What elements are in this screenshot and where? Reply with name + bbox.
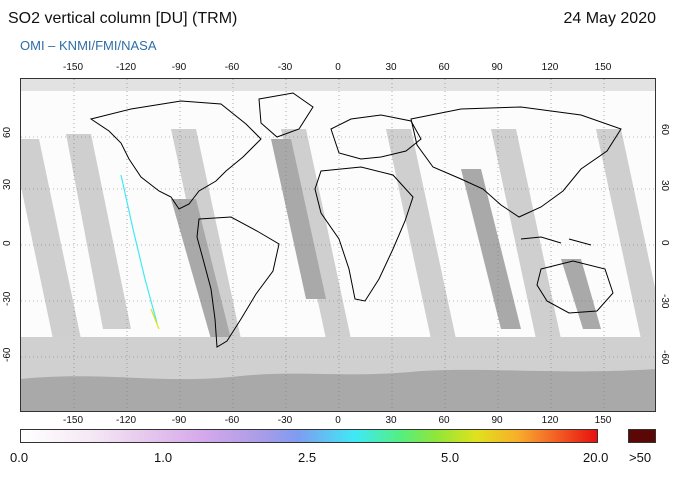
lon-tick-bottom: -120 bbox=[115, 415, 137, 426]
lon-tick-top: 30 bbox=[385, 62, 397, 73]
lon-tick-top: -60 bbox=[224, 62, 240, 73]
lon-tick-bottom: 0 bbox=[335, 415, 341, 426]
data-credit: OMI – KNMI/FMI/NASA bbox=[20, 38, 157, 53]
lat-tick-right: 0 bbox=[659, 240, 670, 246]
lon-tick-bottom: 60 bbox=[438, 415, 450, 426]
lon-tick-bottom: 150 bbox=[594, 415, 612, 426]
lon-tick-top: 0 bbox=[335, 62, 341, 73]
lon-tick-top: 120 bbox=[541, 62, 559, 73]
lon-tick-top: 90 bbox=[491, 62, 503, 73]
colorbar-label: 20.0 bbox=[583, 450, 609, 465]
lat-tick-right: -60 bbox=[659, 350, 670, 365]
lon-tick-top: -120 bbox=[115, 62, 137, 73]
lon-tick-bottom: -90 bbox=[171, 415, 187, 426]
lon-tick-bottom: -60 bbox=[224, 415, 240, 426]
colorbar-label: 5.0 bbox=[441, 450, 460, 465]
lon-tick-bottom: 30 bbox=[385, 415, 397, 426]
so2-orbit-edge bbox=[120, 174, 158, 324]
lat-tick-left: -60 bbox=[2, 347, 13, 362]
satellite-swaths bbox=[21, 129, 655, 339]
lon-tick-top: -150 bbox=[62, 62, 84, 73]
map-title: SO2 vertical column [DU] (TRM) bbox=[8, 10, 238, 27]
lat-tick-right: -30 bbox=[659, 294, 670, 309]
colorbar-label: 0.0 bbox=[10, 450, 29, 465]
world-map bbox=[20, 78, 656, 412]
lon-tick-top: 150 bbox=[594, 62, 612, 73]
lat-tick-right: 60 bbox=[659, 124, 670, 136]
coastlines bbox=[89, 92, 622, 348]
color-scale-bar bbox=[20, 429, 598, 443]
lon-tick-top: -30 bbox=[277, 62, 293, 73]
map-date: 24 May 2020 bbox=[563, 10, 656, 27]
colorbar-overflow-label: >50 bbox=[629, 450, 652, 465]
world-map-svg bbox=[21, 79, 655, 411]
overflow-color-swatch bbox=[628, 429, 656, 443]
lat-tick-left: 60 bbox=[2, 126, 13, 138]
antarctica bbox=[21, 369, 655, 411]
lon-tick-bottom: 90 bbox=[491, 415, 503, 426]
so2-orbit-edge-tail bbox=[150, 308, 160, 330]
lat-tick-left: 0 bbox=[2, 240, 13, 246]
lon-tick-bottom: -150 bbox=[62, 415, 84, 426]
lon-tick-top: -90 bbox=[171, 62, 187, 73]
north-band bbox=[21, 79, 655, 91]
colorbar-label: 1.0 bbox=[154, 450, 173, 465]
colorbar-label: 2.5 bbox=[298, 450, 317, 465]
lat-tick-right: 30 bbox=[659, 180, 670, 192]
lon-tick-top: 60 bbox=[438, 62, 450, 73]
lat-tick-left: -30 bbox=[2, 291, 13, 306]
lon-tick-bottom: -30 bbox=[277, 415, 293, 426]
lat-tick-left: 30 bbox=[2, 178, 13, 190]
lon-tick-bottom: 120 bbox=[541, 415, 559, 426]
